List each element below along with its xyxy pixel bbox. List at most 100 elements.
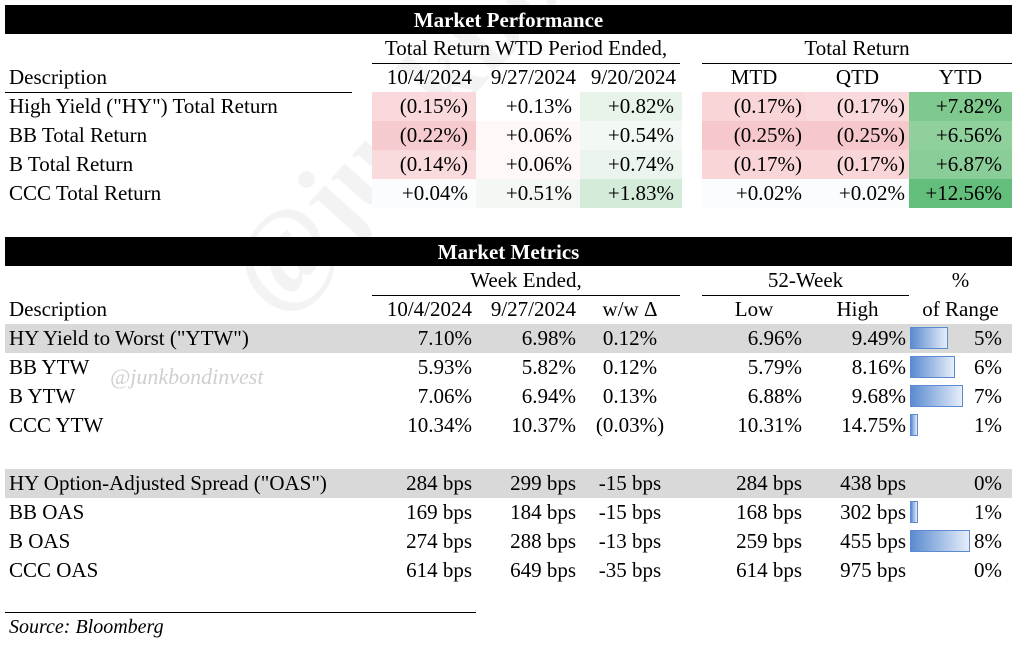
perf-row-label: B Total Return [9,152,134,176]
perf-cell-value: +0.74% [607,152,674,176]
perf-cell-bg [806,92,909,121]
perf-header-d3: 9/20/2024 [590,65,676,89]
oas-cell-value: 8% [974,529,1002,553]
oas-cell-value: 274 bps [406,529,472,553]
perf-cell-value: +0.06% [505,152,572,176]
perf-cell-bg [806,121,909,150]
perf-cell-bg [476,179,580,208]
perf-header-d2: 9/27/2024 [490,65,576,89]
perf-cell-bg [372,150,476,179]
perf-cell-bg [372,92,476,121]
ytw-cell-value: 7.10% [417,326,472,350]
ytw-cell-value: 0.12% [602,355,658,379]
metrics-group-pct: % [951,268,970,292]
perf-cell-bg [580,121,682,150]
perf-header-d1: 10/4/2024 [386,65,472,89]
perf-group-total: Total Return [804,36,910,60]
metrics-header-low: Low [734,297,774,321]
oas-row-shade [5,469,1012,498]
ytw-cell-value: 1% [974,413,1002,437]
oas-cell-value: 284 bps [736,471,802,495]
perf-cell-bg [909,92,1012,121]
ytw-cell-value: 0.13% [602,384,658,408]
perf-cell-value: (0.14%) [399,152,468,176]
perf-cell-bg [476,121,580,150]
ytw-cell-value: 5% [974,326,1002,350]
perf-cell-value: +0.54% [607,123,674,147]
metrics-header-d2: 9/27/2024 [490,297,576,321]
perf-cell-value: +0.13% [505,94,572,118]
ytw-cell-value: 6.88% [747,384,802,408]
oas-row-label: CCC OAS [9,558,99,582]
oas-cell-value: -13 bps [598,529,662,553]
ytw-cell-value: 6.98% [521,326,576,350]
source-note: Source: Bloomberg [9,616,164,638]
oas-cell-value: 168 bps [736,500,802,524]
oas-cell-value: 184 bps [510,500,576,524]
ytw-cell-value: 6.94% [521,384,576,408]
oas-cell-value: 438 bps [840,471,906,495]
metrics-header-wow: w/w Δ [602,297,658,321]
metrics-group-52week: 52-Week [767,268,844,292]
ytw-cell-value: 0.12% [602,326,658,350]
perf-cell-value: +1.83% [607,181,674,205]
oas-cell-value: -15 bps [598,471,662,495]
perf-cell-bg [580,150,682,179]
perf-cell-value: +0.04% [401,181,468,205]
ytw-cell-value: 5.79% [747,355,802,379]
ytw-range-bar [910,414,918,436]
perf-cell-bg [580,92,682,121]
perf-cell-bg [372,179,476,208]
perf-cell-value: +6.56% [935,123,1002,147]
watermark-small: @junkbondinvest [110,364,264,389]
ytw-range-bar [910,385,963,407]
ytw-cell-value: 10.37% [511,413,576,437]
perf-cell-bg [909,150,1012,179]
perf-cell-value: (0.17%) [836,94,905,118]
ytw-cell-value: 7% [974,384,1002,408]
perf-cell-value: (0.22%) [399,123,468,147]
ytw-row-label: BB YTW [9,355,90,379]
perf-cell-bg [476,150,580,179]
oas-row-label: B OAS [9,529,71,553]
oas-cell-value: 0% [974,471,1002,495]
perf-cell-value: (0.17%) [733,94,802,118]
performance-title: Market Performance [5,5,1012,34]
metrics-header-high: High [836,297,879,321]
ytw-cell-value: 14.75% [841,413,906,437]
perf-cell-value: (0.25%) [836,123,905,147]
oas-cell-value: 288 bps [510,529,576,553]
ytw-cell-value: 9.68% [851,384,906,408]
ytw-cell-value: 5.93% [417,355,472,379]
ytw-cell-value: 6.96% [747,326,802,350]
oas-cell-value: 299 bps [510,471,576,495]
metrics-group-week: Week Ended, [470,268,582,292]
oas-cell-value: 614 bps [736,558,802,582]
metrics-header-range: of Range [922,297,999,321]
oas-cell-value: 284 bps [406,471,472,495]
ytw-row-label: B YTW [9,384,76,408]
oas-cell-value: 259 bps [736,529,802,553]
oas-cell-value: 975 bps [840,558,906,582]
perf-cell-bg [476,92,580,121]
oas-row-label: BB OAS [9,500,85,524]
perf-cell-value: +6.87% [935,152,1002,176]
perf-cell-bg [806,150,909,179]
perf-cell-bg [702,179,806,208]
ytw-cell-value: 10.31% [737,413,802,437]
perf-cell-value: +0.02% [735,181,802,205]
oas-cell-value: 455 bps [840,529,906,553]
perf-cell-value: (0.25%) [733,123,802,147]
perf-header-qtd: QTD [835,65,880,89]
perf-row-label: BB Total Return [9,123,148,147]
perf-cell-bg [702,121,806,150]
ytw-row-label: HY Yield to Worst ("YTW") [9,326,249,350]
ytw-cell-value: 7.06% [417,384,472,408]
perf-cell-value: (0.17%) [733,152,802,176]
perf-cell-value: (0.15%) [399,94,468,118]
ytw-cell-value: 8.16% [851,355,906,379]
oas-cell-value: 302 bps [840,500,906,524]
perf-cell-bg [702,150,806,179]
ytw-row-shade [5,324,1012,353]
ytw-cell-value: 10.34% [407,413,472,437]
